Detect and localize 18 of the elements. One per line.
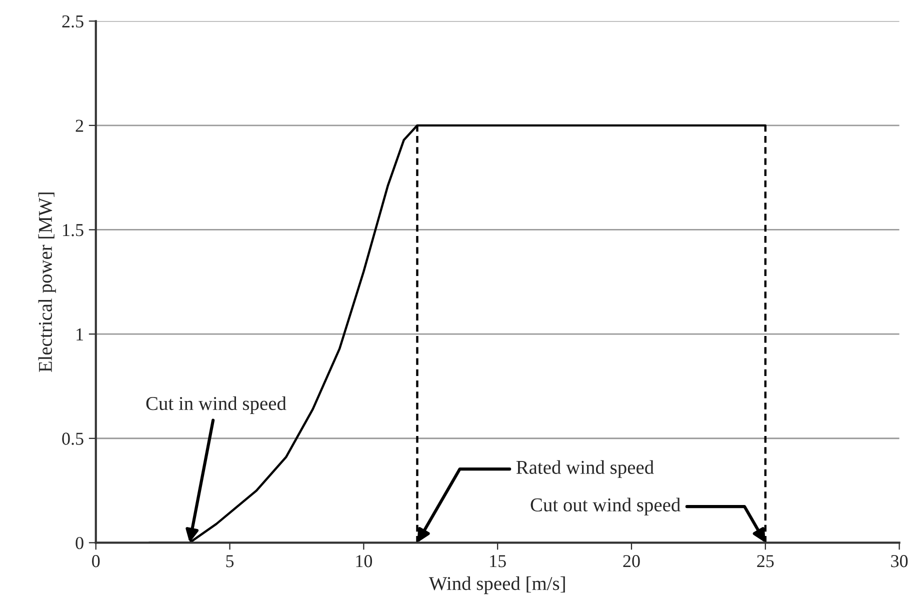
annotation: Cut in wind speed [146, 396, 286, 414]
y-tick-label: 0.5 [62, 432, 84, 445]
y-tick-label: 1 [76, 328, 83, 340]
annotation: Cut out wind speed [530, 498, 680, 516]
x-axis-title: Wind speed [m/s] [428, 576, 565, 594]
x-tick-label: 5 [226, 555, 234, 568]
annotation: Rated wind speed [516, 460, 654, 478]
x-tick-label: 30 [891, 555, 908, 568]
x-tick-label: 25 [757, 555, 774, 568]
y-tick-label: 2 [76, 120, 84, 132]
x-tick-label: 20 [623, 555, 640, 568]
y-tick-label: 1.5 [63, 224, 84, 236]
y-tick-label: 2.5 [62, 15, 84, 28]
x-tick-label: 15 [490, 555, 506, 568]
x-tick-label: 10 [356, 555, 372, 568]
y-tick-label: 0 [76, 536, 84, 550]
y-axis-title: Electrical power [MW] [38, 192, 56, 372]
x-tick-label: 0 [92, 555, 100, 568]
